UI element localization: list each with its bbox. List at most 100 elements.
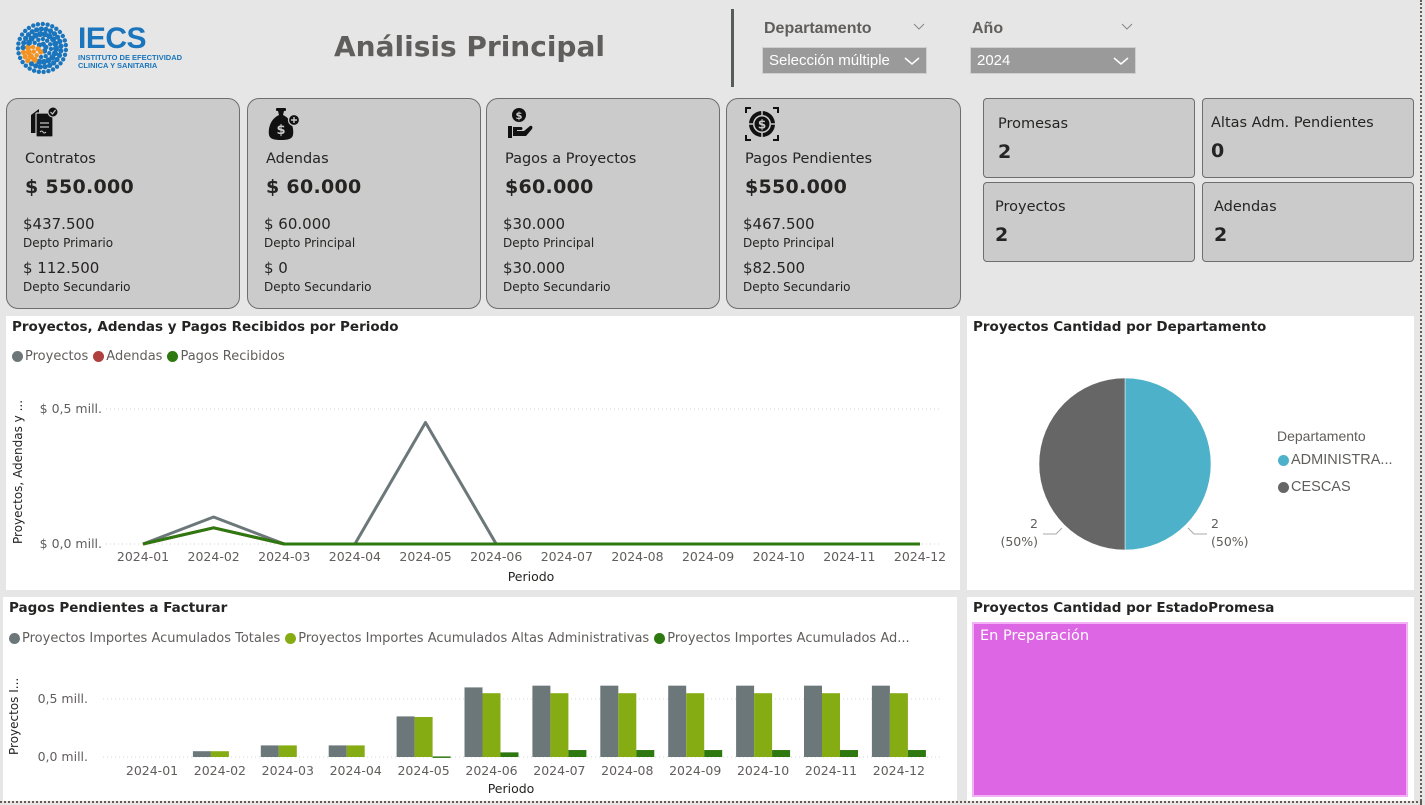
logo-dot xyxy=(58,48,64,54)
bar-chart-panel[interactable]: Pagos Pendientes a Facturar Proyectos Im… xyxy=(3,597,957,801)
logo-dot xyxy=(22,54,28,60)
legend-item-pagos-recibidos[interactable]: Pagos Recibidos xyxy=(167,349,285,364)
treemap-panel[interactable]: Proyectos Cantidad por EstadoPromesa En … xyxy=(967,597,1414,801)
y-tick-label: 0,5 mill. xyxy=(38,691,88,706)
bar-2024-02-series-0 xyxy=(192,751,211,757)
kpi-sub1-value: $467.500 xyxy=(743,215,815,233)
logo-name: IECS xyxy=(78,22,147,55)
x-tick-label: 2024-05 xyxy=(397,763,449,778)
pie-chart: 2 (50%) 2 (50%) xyxy=(1000,377,1249,551)
pie-data-label-value: 2 xyxy=(1211,516,1219,531)
logo-dot xyxy=(28,61,34,67)
logo-dot xyxy=(45,57,52,64)
logo-dot xyxy=(35,46,41,52)
logo-dot xyxy=(60,33,65,39)
canvas-border-bottom xyxy=(0,801,1422,803)
x-tick-label: 2024-09 xyxy=(669,763,721,778)
kpi-sub1-value: $30.000 xyxy=(503,215,566,233)
legend-item-totales[interactable]: Proyectos Importes Acumulados Totales xyxy=(9,631,280,646)
logo-dot xyxy=(25,44,31,51)
money-bag-icon: $ xyxy=(268,108,300,140)
treemap-tile-en-preparacion[interactable]: En Preparación xyxy=(972,622,1408,797)
logo-dot xyxy=(31,68,37,73)
logo-dot xyxy=(45,38,50,43)
kpi-value: $550.000 xyxy=(745,176,848,198)
legend-label: Pagos Recibidos xyxy=(180,349,285,364)
bar-2024-10-series-0 xyxy=(736,685,755,757)
x-tick-label: 2024-10 xyxy=(737,763,789,778)
kpi-card-pagos-proyectos[interactable]: $ Pagos a Proyectos $60.000 $30.000 Dept… xyxy=(486,98,720,309)
logo-dot xyxy=(61,57,66,62)
line-chart-panel[interactable]: Proyectos, Adendas y Pagos Recibidos por… xyxy=(6,316,960,590)
kpi-sub2-value: $ 112.500 xyxy=(23,259,100,277)
logo-dot xyxy=(50,24,55,29)
card-proyectos[interactable]: Proyectos 2 xyxy=(983,182,1195,262)
kpi-sub2-label: Depto Secundario xyxy=(743,280,851,294)
svg-text:$: $ xyxy=(758,118,766,132)
logo-dot xyxy=(62,38,67,43)
card-promesas[interactable]: Promesas 2 xyxy=(983,98,1195,178)
bar-chart-legend: Proyectos Importes Acumulados Totales Pr… xyxy=(9,631,910,646)
bar-2024-07-series-1 xyxy=(550,693,569,757)
legend-dot xyxy=(9,633,20,644)
bar-2024-07-series-2 xyxy=(568,750,587,757)
slicer-anio-label: Año xyxy=(972,20,1004,37)
legend-item-altas-administrativas[interactable]: Proyectos Importes Acumulados Altas Admi… xyxy=(285,631,649,646)
logo-dot xyxy=(29,29,35,35)
card-title: Adendas xyxy=(1214,199,1277,215)
slicer-anio-dropdown[interactable]: 2024 xyxy=(970,47,1136,74)
logo-dot xyxy=(41,69,46,75)
line-chart: Proyectos, Adendas y ... Periodo $ 0,0 m… xyxy=(11,400,946,584)
bar-2024-11-series-2 xyxy=(840,750,858,757)
logo-dot xyxy=(21,40,27,46)
logo-dot xyxy=(36,69,41,74)
legend-item-ad[interactable]: Proyectos Importes Acumulados Ad... xyxy=(654,631,910,646)
card-title: Altas Adm. Pendientes xyxy=(1211,115,1374,131)
bar-2024-09-series-2 xyxy=(704,750,723,757)
logo-dot xyxy=(42,48,48,54)
kpi-title: Pagos Pendientes xyxy=(745,151,873,167)
card-title: Proyectos xyxy=(995,199,1066,215)
bar-chart-title: Pagos Pendientes a Facturar xyxy=(9,600,228,616)
slicer-departamento-dropdown[interactable]: Selección múltiple xyxy=(762,47,927,74)
kpi-sub1-value: $437.500 xyxy=(23,215,95,233)
logo-dot xyxy=(57,38,63,44)
bar-2024-05-series-1 xyxy=(414,716,433,757)
y-axis-label: Proyectos, Adendas y ... xyxy=(11,400,25,544)
x-tick-label: 2024-01 xyxy=(126,763,178,778)
card-adendas[interactable]: Adendas 2 xyxy=(1202,182,1414,262)
pie-chart-panel[interactable]: Proyectos Cantidad por Departamento 2 (50… xyxy=(967,316,1414,590)
bar-2024-05-series-2 xyxy=(432,756,451,758)
logo-dot xyxy=(51,31,58,37)
kpi-card-adendas[interactable]: $ Adendas $ 60.000 $ 60.000 Depto Princi… xyxy=(247,98,481,309)
chevron-down-icon[interactable] xyxy=(913,23,925,31)
kpi-card-contratos[interactable]: Contratos $ 550.000 $437.500 Depto Prima… xyxy=(6,98,240,309)
x-tick-label: 2024-02 xyxy=(194,763,246,778)
logo-dot xyxy=(43,26,49,32)
card-altas-adm-pendientes[interactable]: Altas Adm. Pendientes 0 xyxy=(1202,98,1414,178)
slicer-anio: Año 2024 xyxy=(970,20,1136,76)
legend-dot xyxy=(285,633,297,644)
kpi-value: $60.000 xyxy=(505,176,594,198)
kpi-card-pagos-pendientes[interactable]: $ Pagos Pendientes $550.000 $467.500 Dep… xyxy=(726,98,961,309)
pie-slice-cescas xyxy=(1038,377,1126,551)
legend-item-proyectos[interactable]: Proyectos xyxy=(12,349,88,364)
logo-dot xyxy=(54,64,60,69)
kpi-sub2-value: $30.000 xyxy=(503,259,566,277)
pie-legend-item-cescas[interactable]: CESCAS xyxy=(1278,479,1351,495)
chevron-down-icon[interactable] xyxy=(1121,23,1133,31)
logo-dot xyxy=(40,36,46,42)
logo-dot xyxy=(53,45,59,52)
legend-dot xyxy=(167,351,179,362)
bar-2024-06-series-1 xyxy=(482,693,501,757)
logo-dot xyxy=(63,47,69,53)
pie-legend-item-administra[interactable]: ADMINISTRA... xyxy=(1278,452,1393,468)
bar-2024-03-series-0 xyxy=(260,745,279,757)
logo-dot xyxy=(16,41,21,46)
logo-dot xyxy=(25,32,32,38)
legend-item-adendas[interactable]: Adendas xyxy=(93,349,162,364)
logo-dot xyxy=(52,40,59,47)
logo-dot xyxy=(30,44,36,50)
logo-dot xyxy=(46,68,51,74)
bar-2024-08-series-0 xyxy=(600,685,619,757)
